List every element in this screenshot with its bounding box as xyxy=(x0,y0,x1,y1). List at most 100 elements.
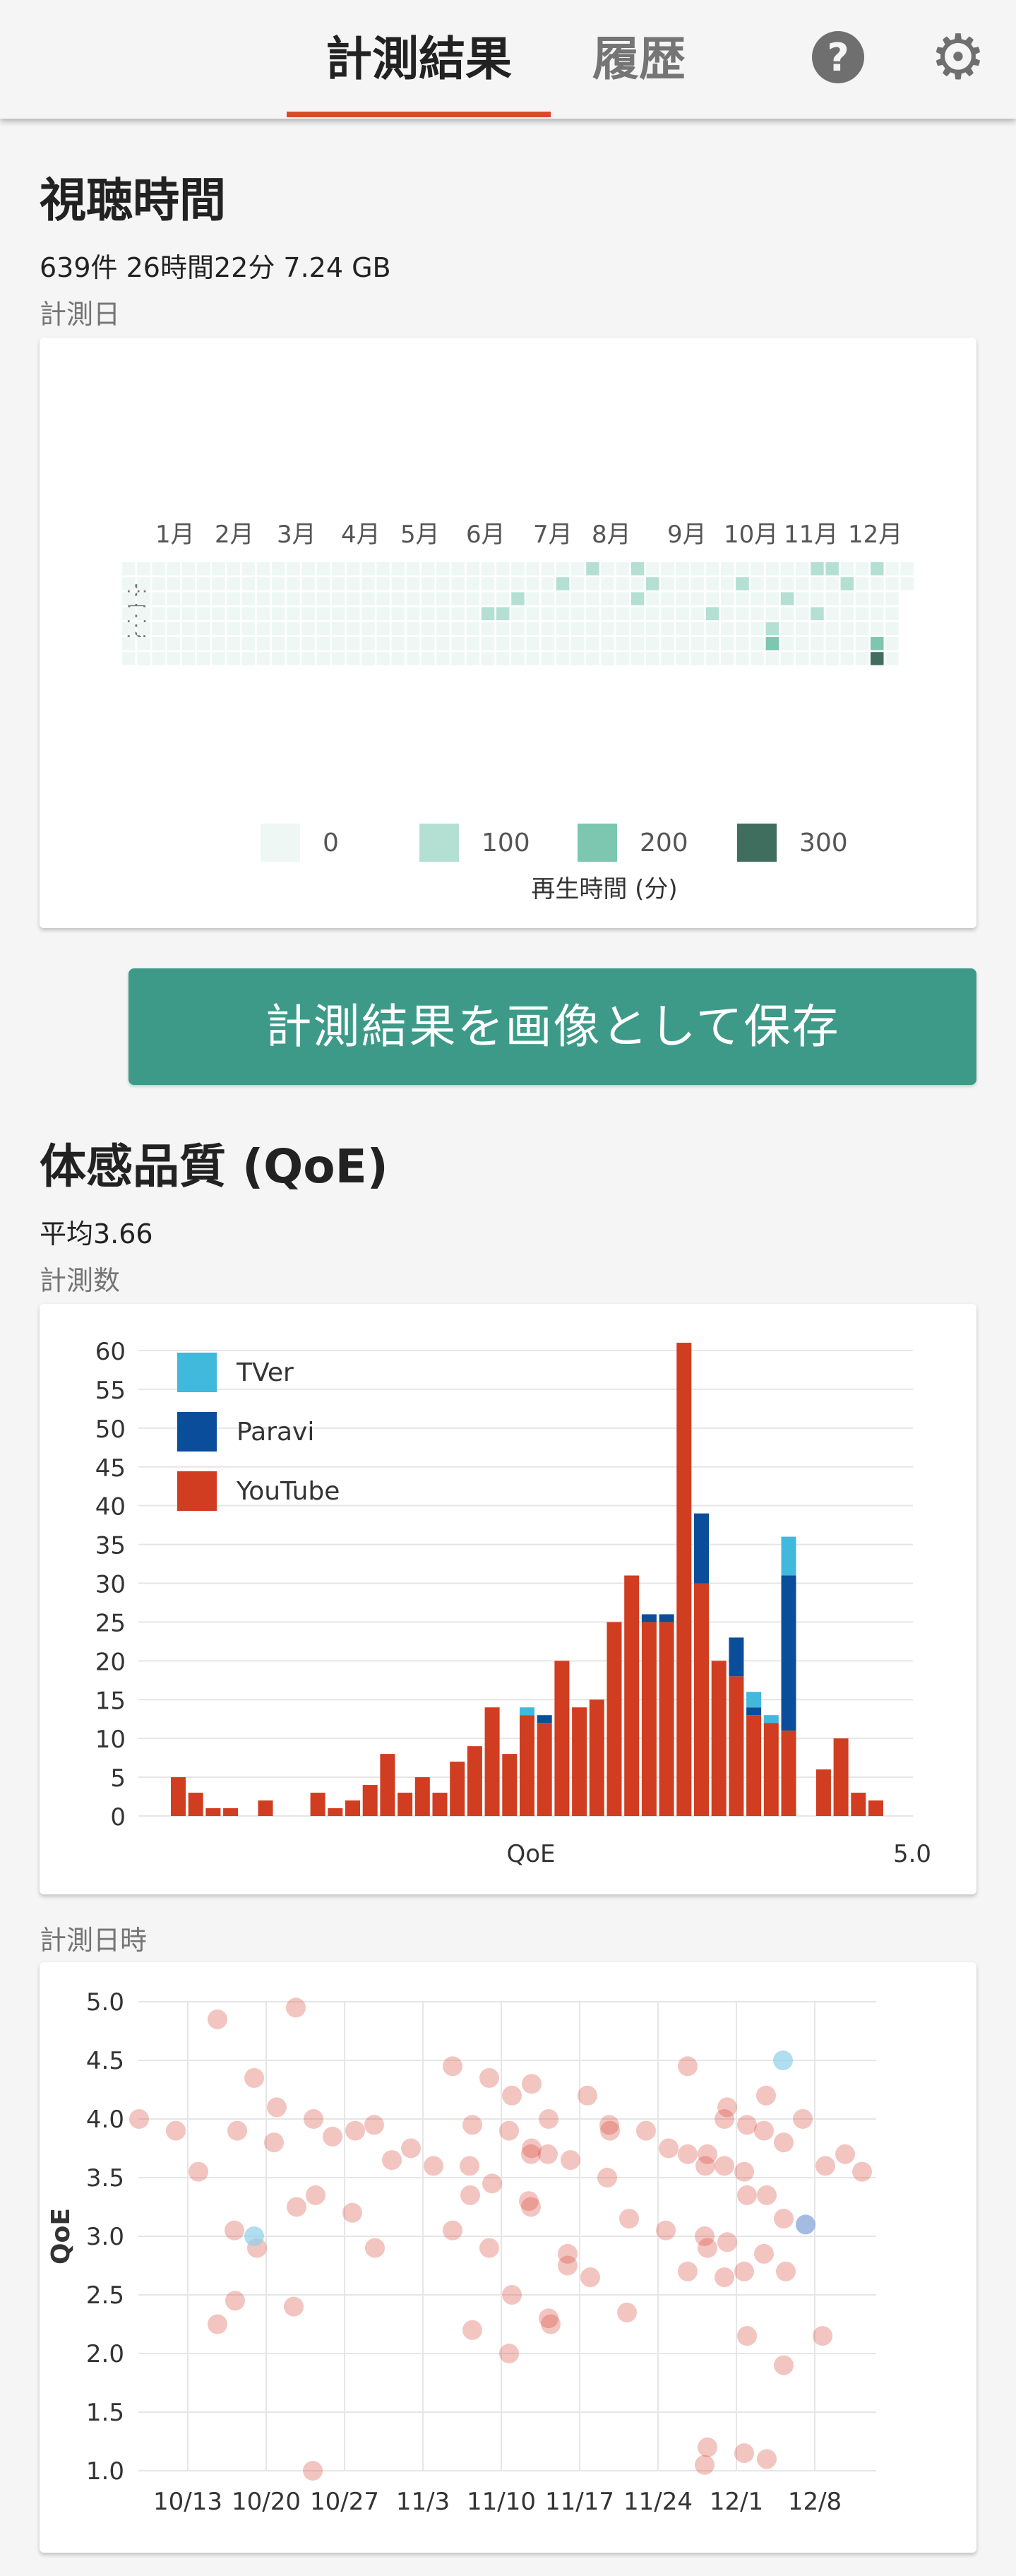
tab-history[interactable]: 履歴 xyxy=(592,32,686,86)
heatmap-day-cell xyxy=(316,562,330,576)
scatter-point xyxy=(519,2191,539,2212)
heatmap-day-cell xyxy=(780,652,794,665)
heatmap-day-cell xyxy=(825,637,839,651)
scatter-point xyxy=(698,2144,717,2164)
heatmap-day-cell xyxy=(526,577,539,590)
histogram-bar xyxy=(450,1762,465,1816)
heatmap-day-cell xyxy=(241,652,256,665)
heatmap-day-cell xyxy=(272,652,285,665)
heatmap-day-cell xyxy=(391,592,405,605)
heatmap-day-cell xyxy=(331,577,345,590)
heatmap-day-cell xyxy=(705,562,719,576)
heatmap-day-cell xyxy=(331,622,345,636)
heatmap-day-cell xyxy=(272,562,285,576)
heatmap-day-cell xyxy=(197,607,210,621)
histogram-bar xyxy=(467,1746,482,1816)
heatmap-day-cell xyxy=(167,577,181,590)
heatmap-day-cell xyxy=(691,637,705,651)
heatmap-day-cell xyxy=(780,607,794,621)
heatmap-day-cell xyxy=(556,607,570,621)
heatmap-day-cell xyxy=(227,637,240,651)
heatmap-day-cell xyxy=(526,592,539,605)
heatmap-day-cell xyxy=(451,622,465,636)
heatmap-day-cell xyxy=(691,592,705,605)
heatmap-day-cell xyxy=(871,637,884,651)
heatmap-day-cell xyxy=(840,562,854,576)
scatter-point xyxy=(578,2085,597,2106)
heatmap-day-cell xyxy=(646,637,659,651)
heatmap-day-cell xyxy=(885,637,899,651)
heatmap-day-cell xyxy=(376,637,390,651)
scatter-point xyxy=(558,2243,578,2264)
legend-swatch xyxy=(578,824,617,862)
x-tick-label: 10/27 xyxy=(310,2488,379,2516)
scatter-point xyxy=(541,2314,561,2334)
heatmap-day-cell xyxy=(181,607,196,621)
heatmap-day-cell xyxy=(780,592,794,605)
heatmap-day-cell xyxy=(347,637,360,651)
heatmap-day-cell xyxy=(630,592,645,605)
save-as-image-button[interactable]: 計測結果を画像として保存 xyxy=(129,968,976,1085)
heatmap-day-cell xyxy=(496,562,510,576)
heatmap-day-cell xyxy=(855,622,869,636)
heatmap-day-cell xyxy=(601,622,614,636)
heatmap-day-cell xyxy=(466,577,480,590)
scatter-point xyxy=(244,2067,264,2088)
help-icon[interactable]: ? xyxy=(812,31,864,83)
heatmap-day-cell xyxy=(751,592,764,605)
scatter-point xyxy=(737,2326,757,2346)
heatmap-day-cell xyxy=(481,637,495,651)
histogram-bar xyxy=(659,1614,674,1622)
heatmap-day-cell xyxy=(796,652,809,665)
scatter-point xyxy=(774,2355,794,2375)
heatmap-day-cell xyxy=(361,622,375,636)
gear-icon[interactable]: ⚙ xyxy=(930,20,986,93)
heatmap-day-cell xyxy=(122,622,136,636)
heatmap-day-cell xyxy=(241,622,256,636)
heatmap-day-cell xyxy=(422,637,435,651)
legend-label: YouTube xyxy=(236,1477,340,1506)
scatter-point xyxy=(754,2243,774,2264)
scatter-point xyxy=(502,2085,522,2106)
heatmap-month-label: 11月 xyxy=(784,521,838,549)
histogram-bar xyxy=(502,1754,518,1816)
scatter-point xyxy=(737,2185,757,2205)
legend-label: 100 xyxy=(482,829,530,857)
heatmap-day-cell xyxy=(586,637,599,651)
histogram-bar xyxy=(362,1785,378,1816)
x-tick-label: 11/17 xyxy=(545,2488,614,2516)
tab-results[interactable]: 計測結果 xyxy=(325,32,512,86)
heatmap-month-label: 5月 xyxy=(400,521,440,549)
heatmap-day-cell xyxy=(331,652,345,665)
heatmap-day-cell xyxy=(361,592,375,605)
heatmap-day-cell xyxy=(481,652,495,665)
heatmap-day-cell xyxy=(347,652,360,665)
heatmap-day-cell xyxy=(736,592,749,605)
heatmap-day-cell xyxy=(256,622,270,636)
y-tick-label: 30 xyxy=(95,1571,126,1599)
heatmap-day-cell xyxy=(825,652,839,665)
legend-swatch xyxy=(261,824,300,862)
heatmap-day-cell xyxy=(122,577,136,590)
heatmap-day-cell xyxy=(316,622,330,636)
histogram-bar xyxy=(868,1800,883,1816)
y-tick-label: 15 xyxy=(95,1687,126,1715)
scatter-point xyxy=(698,2238,717,2258)
qoe-time-label: 計測日時 xyxy=(40,1925,148,1956)
heatmap-day-cell xyxy=(152,622,165,636)
heatmap-day-cell xyxy=(241,562,256,576)
heatmap-day-cell xyxy=(331,607,345,621)
scatter-point xyxy=(303,2461,323,2481)
scatter-point xyxy=(717,2097,737,2118)
x-end-tick-label: 5.0 xyxy=(893,1840,931,1868)
heatmap-day-cell xyxy=(825,622,839,636)
heatmap-day-cell xyxy=(227,622,240,636)
heatmap-month-label: 3月 xyxy=(277,521,316,549)
scatter-point xyxy=(695,2226,715,2246)
heatmap-day-cell xyxy=(855,592,869,605)
heatmap-day-cell xyxy=(796,622,809,636)
viewing-time-title: 視聴時間 xyxy=(40,173,226,227)
heatmap-day-cell xyxy=(691,607,705,621)
histogram-bar xyxy=(676,1343,692,1816)
heatmap-day-cell xyxy=(811,622,824,636)
